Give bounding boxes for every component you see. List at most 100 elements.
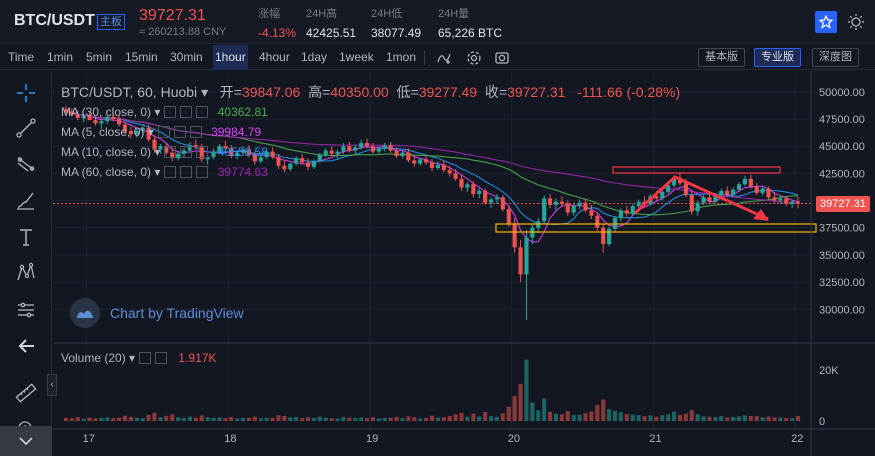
interval-15min[interactable]: 15min	[125, 50, 158, 64]
chart-area[interactable]: 50000.0047500.0045000.0042500.0040000.00…	[47, 71, 875, 456]
ma-legend-settings[interactable]	[180, 166, 193, 178]
candle-body	[630, 206, 635, 214]
ma-legend-settings[interactable]	[180, 146, 193, 158]
volume-bar	[612, 411, 618, 421]
interval-1min[interactable]: 1min	[47, 50, 74, 64]
ma-legend-label[interactable]: MA (10, close, 0)	[61, 145, 152, 159]
ma-legend-settings[interactable]	[180, 106, 193, 118]
ma-legend-row[interactable]: MA (30, close, 0) ▾ 40362.81	[61, 105, 268, 119]
tool-measure[interactable]	[13, 297, 39, 323]
candle-body	[305, 162, 311, 167]
mode-depth-button[interactable]: 深度图	[812, 48, 859, 67]
tool-ruler[interactable]	[13, 380, 39, 406]
indicators-icon[interactable]	[436, 50, 452, 66]
favorite-button[interactable]	[815, 11, 837, 33]
volume-bar	[370, 417, 376, 421]
tool-back[interactable]	[13, 333, 39, 359]
candle	[75, 110, 80, 121]
ma-legend-row[interactable]: MA (10, close, 0) ▾ 40558.58	[61, 145, 268, 159]
volume-bar	[341, 417, 346, 421]
mode-pro-button[interactable]: 专业版	[754, 48, 801, 67]
interval-1day[interactable]: 1day	[301, 50, 328, 64]
volume-bar	[660, 415, 665, 421]
ma-legend-label[interactable]: MA (30, close, 0)	[61, 105, 152, 119]
volume-bar	[429, 415, 435, 421]
candle-body	[376, 148, 381, 152]
candle	[589, 204, 594, 220]
ma-legend-remove[interactable]	[196, 166, 209, 178]
candle-body	[164, 146, 169, 153]
volume-bar	[99, 417, 104, 421]
tool-brush[interactable]	[13, 187, 39, 213]
volume-bar	[246, 417, 252, 421]
volume-bar	[81, 418, 86, 421]
ma-legend-label[interactable]: MA (60, close, 0)	[61, 165, 152, 179]
volume-bar	[577, 414, 582, 421]
volume-bar	[300, 418, 305, 421]
candle-body	[81, 115, 86, 118]
ma-legend-toggle[interactable]	[164, 146, 177, 158]
volume-label[interactable]: Volume (20)	[61, 351, 126, 365]
interval-1mon[interactable]: 1mon	[386, 50, 417, 64]
screenshot-icon[interactable]	[494, 50, 510, 66]
volume-bar	[583, 413, 588, 421]
tool-text[interactable]	[13, 224, 39, 250]
candle-body	[618, 210, 623, 218]
interval-1hour[interactable]: 1hour	[213, 45, 248, 70]
legend-symbol[interactable]: BTC/USDT, 60, Huobi	[61, 84, 198, 100]
candle	[559, 196, 564, 208]
ma-legend-toggle[interactable]	[164, 166, 177, 178]
collapse-toolbar-button[interactable]	[0, 426, 52, 456]
tool-fibonacci[interactable]	[13, 151, 39, 177]
tradingview-logo-icon	[70, 298, 100, 328]
interval-time[interactable]: Time	[8, 50, 35, 64]
interval-5min[interactable]: 5min	[86, 50, 113, 64]
volume-settings[interactable]	[139, 352, 152, 364]
candle-body	[193, 145, 198, 148]
candle	[418, 158, 423, 166]
candle	[282, 160, 287, 173]
price-chart-canvas[interactable]: 50000.0047500.0045000.0042500.0040000.00…	[53, 71, 875, 456]
candle	[553, 198, 559, 212]
volume-bar	[170, 414, 175, 421]
candle	[99, 119, 104, 129]
volume-bar	[778, 417, 783, 421]
candle	[565, 200, 570, 216]
ma-legend-row[interactable]: MA (5, close, 0) ▾ 39984.79	[61, 125, 262, 139]
candle	[347, 141, 352, 153]
interval-4hour[interactable]: 4hour	[259, 50, 290, 64]
interval-1week[interactable]: 1week	[339, 50, 374, 64]
candle	[111, 112, 116, 122]
legend-change: -111.66 (-0.28%)	[577, 84, 681, 100]
candle	[435, 161, 440, 171]
tool-crosshair[interactable]	[13, 80, 39, 106]
candle-body	[75, 114, 80, 118]
ma-legend-toggle[interactable]	[157, 126, 170, 138]
tool-trend-line[interactable]	[13, 115, 39, 141]
tradingview-watermark[interactable]: Chart by TradingView	[70, 298, 244, 328]
ma-legend-label[interactable]: MA (5, close, 0)	[61, 125, 145, 139]
volume-bar	[329, 418, 334, 421]
volume-bar	[536, 410, 541, 421]
volume-bar	[187, 416, 193, 421]
volume-remove[interactable]	[155, 352, 168, 364]
ma-legend-remove[interactable]	[189, 126, 202, 138]
panel-resize-handle[interactable]: ‹	[47, 374, 57, 396]
mode-basic-button[interactable]: 基本版	[698, 48, 745, 67]
candle	[63, 106, 69, 114]
ma-legend-remove[interactable]	[196, 146, 209, 158]
ma-legend-settings[interactable]	[173, 126, 186, 138]
ma-legend-toggle[interactable]	[164, 106, 177, 118]
settings-icon[interactable]	[466, 50, 482, 66]
volume-bar	[140, 418, 145, 421]
ma-legend-row[interactable]: MA (60, close, 0) ▾ 39774.63	[61, 165, 268, 179]
tool-pattern[interactable]	[13, 260, 39, 286]
interval-30min[interactable]: 30min	[170, 50, 203, 64]
pair-title[interactable]: BTC/USDT	[14, 12, 95, 29]
volume-bar	[193, 417, 198, 421]
ma-legend-remove[interactable]	[196, 106, 209, 118]
volume-bar	[146, 414, 151, 421]
candle-body	[654, 196, 659, 199]
theme-toggle-button[interactable]	[845, 11, 867, 33]
legend-dropdown-caret[interactable]: ▾	[201, 84, 212, 100]
